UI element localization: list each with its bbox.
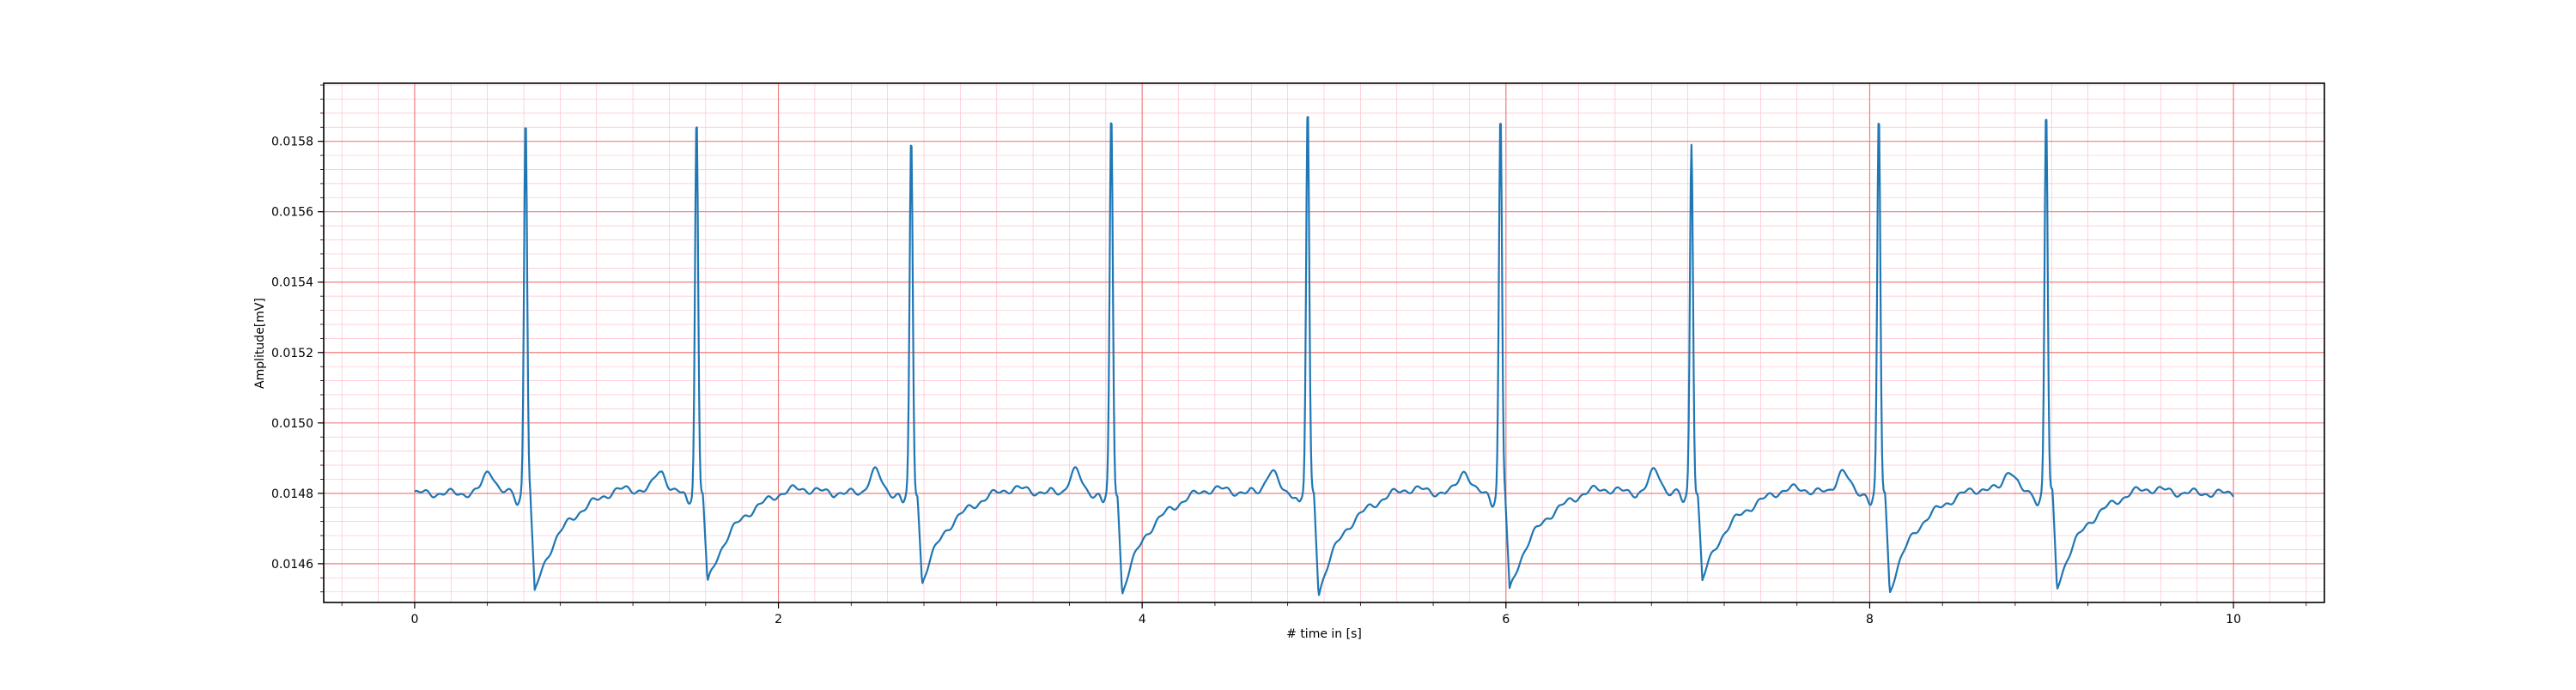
y-tick-label: 0.0150 [271, 417, 313, 431]
x-tick-label: 4 [1139, 613, 1146, 626]
x-axis: 0 2 4 6 8 10 [341, 602, 2307, 626]
y-tick-label: 0.0148 [271, 487, 313, 501]
y-tick-label: 0.0152 [271, 347, 313, 360]
y-axis-label: Amplitude[mV] [253, 298, 267, 389]
y-tick-label: 0.0156 [271, 206, 313, 220]
x-tick-label: 6 [1502, 613, 1510, 626]
plot-frame [323, 82, 2325, 603]
minor-grid [324, 83, 2324, 602]
y-tick-label: 0.0154 [271, 276, 313, 290]
y-tick-label: 0.0146 [271, 558, 313, 572]
major-grid [324, 83, 2324, 602]
x-tick-label: 0 [410, 613, 418, 626]
x-tick-label: 10 [2226, 613, 2241, 626]
x-tick-label: 8 [1866, 613, 1874, 626]
x-axis-label: # time in [s] [1286, 627, 1362, 641]
y-axis: 0.0146 0.0148 0.0150 0.0152 0.0154 0.0156 0.01… [271, 84, 324, 593]
ecg-series-line [414, 116, 2234, 596]
x-tick-label: 2 [775, 613, 782, 626]
y-tick-label: 0.0158 [271, 136, 313, 149]
series-layer [414, 116, 2234, 596]
